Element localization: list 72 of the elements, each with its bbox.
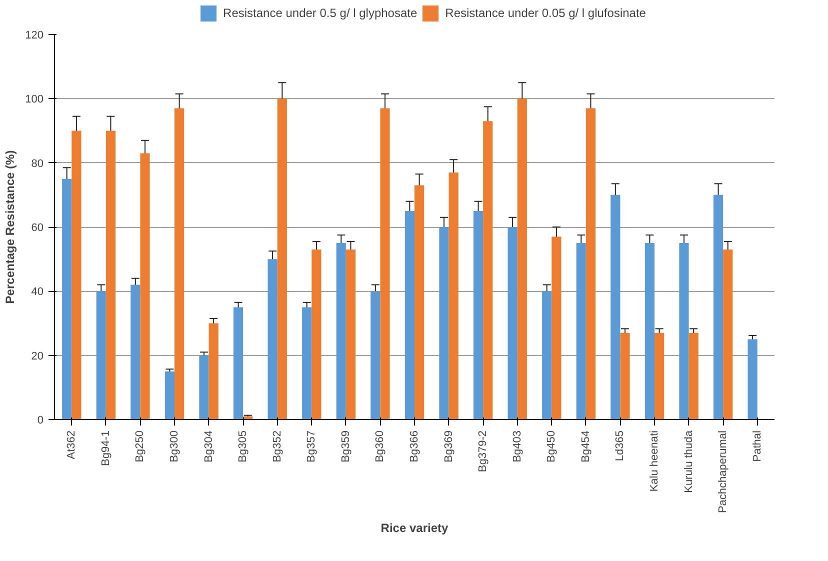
bar (576, 243, 586, 420)
bar (688, 332, 698, 420)
bar (174, 108, 184, 420)
x-tick-label: Bg454 (580, 430, 592, 462)
bar (199, 355, 209, 420)
x-tick-label: Bg352 (271, 430, 284, 462)
bar (713, 194, 724, 420)
bar (644, 243, 654, 420)
y-tick-label: 40 (31, 286, 44, 298)
x-tick-label: Pathal (751, 430, 764, 462)
x-tick-label: Bg250 (134, 430, 146, 462)
x-tick-label: Bg300 (168, 430, 180, 462)
bar (542, 291, 552, 420)
x-tick-label: Ld365 (614, 430, 626, 462)
x-tick-label: Kurulu thuda (682, 430, 695, 493)
bar (748, 339, 758, 420)
bar (508, 227, 518, 420)
x-tick-label: Bg357 (306, 430, 318, 462)
y-tick-label: 100 (25, 94, 44, 106)
x-axis-title: Rice variety (380, 521, 449, 536)
bar (517, 98, 527, 420)
bar (439, 227, 449, 420)
bar (380, 108, 390, 420)
bar (62, 178, 72, 420)
x-tick-label: Bg304 (202, 430, 215, 462)
bar (404, 210, 414, 420)
x-tick-label: Pachchaperumal (717, 430, 730, 514)
bar (268, 259, 278, 420)
bar (473, 210, 484, 420)
bar (72, 130, 82, 420)
bar (552, 236, 562, 420)
bar (130, 284, 140, 420)
y-tick-label: 120 (25, 30, 44, 42)
bar (277, 98, 287, 420)
x-tick-label: Bg360 (374, 430, 386, 462)
x-tick-label: Bg359 (340, 430, 352, 462)
y-tick-label: 0 (37, 414, 44, 426)
x-tick-label: At362 (66, 430, 78, 460)
bar (302, 307, 312, 420)
bar (164, 371, 174, 420)
bar (483, 121, 493, 420)
bar (106, 130, 116, 420)
bar (414, 185, 424, 420)
bar (586, 108, 596, 420)
bar (336, 243, 346, 420)
bar (346, 249, 356, 420)
x-tick-label: Bg369 (442, 430, 455, 462)
bar (610, 194, 620, 420)
y-tick-label: 20 (31, 350, 44, 362)
x-tick-label: Bg305 (237, 430, 250, 462)
bar (96, 291, 106, 420)
x-tick-label: Bg450 (546, 430, 558, 462)
bar (208, 323, 218, 420)
x-tick-label: Kalu heenati (648, 430, 660, 492)
bar (654, 332, 664, 420)
y-tick-label: 80 (31, 158, 44, 170)
bar (448, 172, 458, 420)
bar (233, 307, 244, 420)
y-axis-title: Percentage Resistance (%) (3, 150, 18, 304)
bar (620, 332, 630, 420)
bar (312, 249, 322, 420)
y-tick-label: 60 (31, 222, 44, 234)
bar (370, 291, 380, 420)
x-tick-label: Bg366 (408, 430, 420, 462)
bar (679, 243, 689, 420)
bar (723, 249, 733, 420)
x-tick-label: Bg379-2 (477, 430, 490, 472)
legend-label: Resistance under 0.5 g/ l glyphosate (223, 6, 418, 20)
bar (140, 153, 150, 420)
x-tick-label: Bg94-1 (100, 430, 112, 466)
legend-label: Resistance under 0.05 g/ l glufosinate (445, 6, 646, 20)
x-tick-label: Bg403 (511, 430, 524, 462)
